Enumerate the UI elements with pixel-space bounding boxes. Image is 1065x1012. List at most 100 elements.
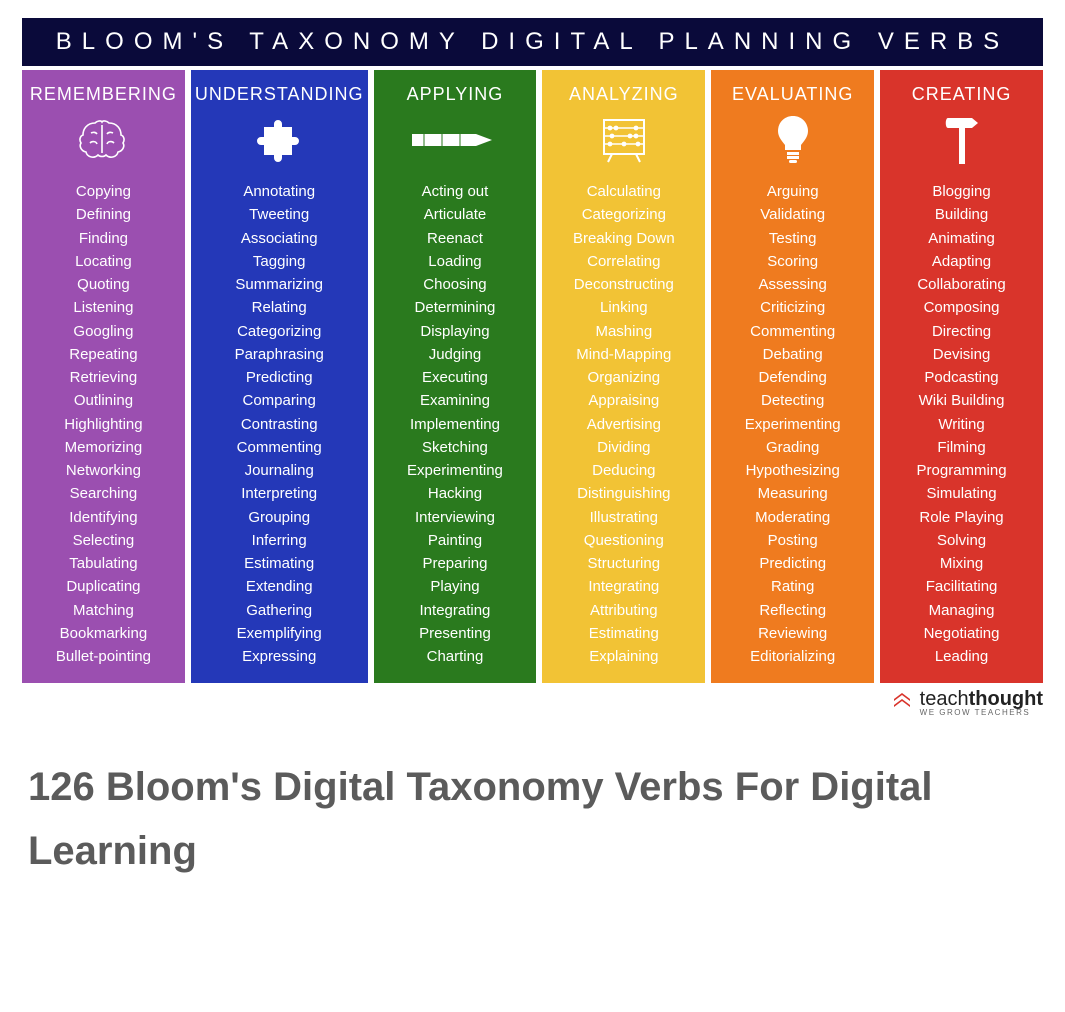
verb-item: Expressing — [242, 648, 316, 665]
verb-list: CopyingDefiningFindingLocatingQuotingLis… — [26, 183, 181, 665]
verb-item: Dividing — [597, 439, 650, 456]
verb-item: Editorializing — [750, 648, 835, 665]
verb-item: Predicting — [759, 555, 826, 572]
verb-item: Breaking Down — [573, 230, 675, 247]
verb-item: Annotating — [243, 183, 315, 200]
verb-item: Writing — [938, 416, 984, 433]
infographic-wrapper: BLOOM'S TAXONOMY DIGITAL PLANNING VERBS … — [0, 0, 1065, 735]
verb-item: Judging — [429, 346, 482, 363]
verb-item: Highlighting — [64, 416, 142, 433]
verb-item: Distinguishing — [577, 485, 670, 502]
column-analyzing: ANALYZING Calculating Categorizing Breaking… — [542, 70, 705, 683]
verb-item: Selecting — [73, 532, 135, 549]
column-title: REMEMBERING — [30, 84, 177, 105]
verb-item: Relating — [252, 299, 307, 316]
verb-item: Defending — [758, 369, 826, 386]
verb-item: Rating — [771, 578, 814, 595]
verb-item: Tweeting — [249, 206, 309, 223]
verb-item: Reviewing — [758, 625, 827, 642]
verb-item: Detecting — [761, 392, 824, 409]
verb-item: Appraising — [588, 392, 659, 409]
verb-item: Categorizing — [582, 206, 666, 223]
verb-item: Journaling — [245, 462, 314, 479]
verb-item: Tagging — [253, 253, 306, 270]
verb-item: Assessing — [758, 276, 826, 293]
verb-item: Blogging — [932, 183, 990, 200]
verb-item: Defining — [76, 206, 131, 223]
verb-item: Extending — [246, 578, 313, 595]
verb-item: Categorizing — [237, 323, 321, 340]
verb-item: Calculating — [587, 183, 661, 200]
verb-item: Sketching — [422, 439, 488, 456]
verb-item: Podcasting — [924, 369, 998, 386]
verb-item: Linking — [600, 299, 648, 316]
verb-list: ArguingValidatingTestingScoringAssessing… — [715, 183, 870, 665]
verb-item: Gathering — [246, 602, 312, 619]
verb-item: Googling — [73, 323, 133, 340]
verb-item: Commenting — [750, 323, 835, 340]
column-title: UNDERSTANDING — [195, 84, 364, 105]
header-title: BLOOM'S TAXONOMY DIGITAL PLANNING VERBS — [22, 18, 1043, 66]
verb-item: Examining — [420, 392, 490, 409]
column-title: EVALUATING — [732, 84, 853, 105]
lightbulb-icon — [775, 113, 811, 167]
verb-item: Validating — [760, 206, 825, 223]
verb-item: Charting — [427, 648, 484, 665]
verb-item: Exemplifying — [237, 625, 322, 642]
verb-item: Grading — [766, 439, 819, 456]
verb-item: Locating — [75, 253, 132, 270]
verb-item: Implementing — [410, 416, 500, 433]
column-applying: APPLYINGActing outArticulateReenactLoadi… — [374, 70, 537, 683]
verb-item: Hypothesizing — [746, 462, 840, 479]
verb-item: Listening — [73, 299, 133, 316]
column-evaluating: EVALUATINGArguingValidatingTestingScorin… — [711, 70, 874, 683]
column-title: ANALYZING — [569, 84, 679, 105]
verb-item: Predicting — [246, 369, 313, 386]
verb-item: Grouping — [248, 509, 310, 526]
verb-item: Leading — [935, 648, 988, 665]
pencil-icon — [412, 113, 498, 167]
verb-item: Interpreting — [241, 485, 317, 502]
verb-item: Structuring — [588, 555, 661, 572]
verb-item: Illustrating — [590, 509, 658, 526]
page-headline: 126 Bloom's Digital Taxonomy Verbs For D… — [0, 735, 1065, 923]
verb-item: Role Playing — [919, 509, 1003, 526]
verb-item: Retrieving — [70, 369, 138, 386]
verb-item: Painting — [428, 532, 482, 549]
verb-item: Filming — [937, 439, 985, 456]
verb-item: Articulate — [424, 206, 487, 223]
verb-item: Directing — [932, 323, 991, 340]
verb-item: Experimenting — [407, 462, 503, 479]
verb-item: Bullet-pointing — [56, 648, 151, 665]
verb-item: Animating — [928, 230, 995, 247]
verb-item: Estimating — [244, 555, 314, 572]
verb-item: Posting — [768, 532, 818, 549]
verb-item: Managing — [929, 602, 995, 619]
verb-item: Tabulating — [69, 555, 137, 572]
verb-item: Integrating — [420, 602, 491, 619]
verb-item: Determining — [415, 299, 496, 316]
verb-item: Networking — [66, 462, 141, 479]
verb-item: Quoting — [77, 276, 130, 293]
attribution-tagline: WE GROW TEACHERS — [920, 709, 1043, 717]
verb-item: Commenting — [237, 439, 322, 456]
attribution: teachthought WE GROW TEACHERS — [22, 683, 1043, 717]
hammer-icon — [942, 113, 982, 167]
column-understanding: UNDERSTANDING Annotating Tweeting Associati… — [191, 70, 368, 683]
verb-item: Questioning — [584, 532, 664, 549]
verb-item: Testing — [769, 230, 817, 247]
verb-item: Devising — [933, 346, 991, 363]
verb-list: Acting outArticulateReenactLoadingChoosi… — [378, 183, 533, 665]
verb-item: Associating — [241, 230, 318, 247]
verb-item: Reenact — [427, 230, 483, 247]
verb-item: Mind-Mapping — [576, 346, 671, 363]
verb-item: Arguing — [767, 183, 819, 200]
verb-item: Measuring — [758, 485, 828, 502]
verb-item: Searching — [70, 485, 138, 502]
verb-list: BloggingBuildingAnimatingAdaptingCollabo… — [884, 183, 1039, 665]
verb-item: Inferring — [252, 532, 307, 549]
column-remembering: REMEMBERINGCopyingDefiningFindingLocatin… — [22, 70, 185, 683]
verb-item: Advertising — [587, 416, 661, 433]
column-title: CREATING — [912, 84, 1012, 105]
verb-item: Integrating — [588, 578, 659, 595]
